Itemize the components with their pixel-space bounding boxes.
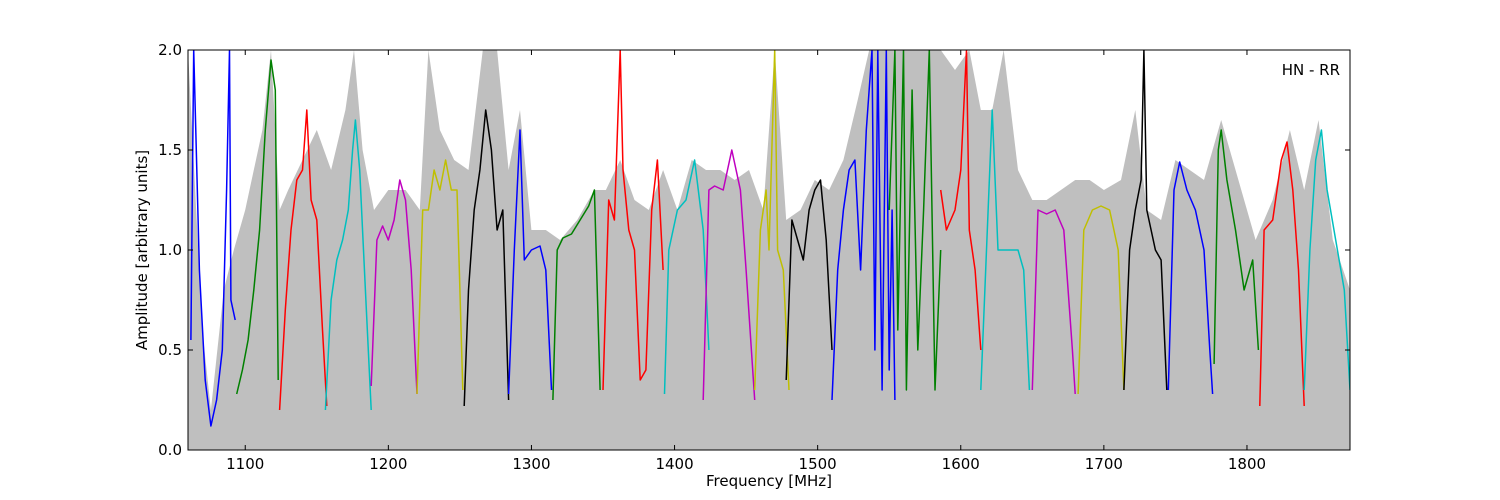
x-tick-label: 1500 [799,455,837,473]
series-line-14 [785,179,833,381]
series-line-15 [831,50,896,401]
series-line-2 [235,59,279,395]
series-line-23 [1213,129,1260,365]
x-tick-label: 1100 [226,455,264,473]
x-tick-label: 1800 [1228,455,1266,473]
series-line-22 [1167,161,1214,395]
series-line-11 [663,159,710,395]
series-line-10 [602,50,664,391]
y-axis-title: Amplitude [arbitrary units] [133,150,151,350]
y-tick-label: 0.5 [158,341,182,359]
series-line-21 [1123,50,1168,391]
y-tick-label: 1.0 [158,241,182,259]
series-line-13 [753,50,790,391]
x-tick-label: 1400 [655,455,693,473]
plot-area [188,50,1350,450]
series-line-24 [1259,141,1305,407]
series-line-16 [888,50,942,391]
x-tick-label: 1200 [369,455,407,473]
series-line-12 [702,149,756,401]
x-tick-label: 1300 [512,455,550,473]
series-line-8 [507,129,553,395]
y-tick-label: 0.0 [158,441,182,459]
series-line-18 [980,109,1031,391]
series-line-19 [1031,209,1076,395]
series-line-6 [416,159,464,395]
series-line-5 [370,179,418,395]
series-line-3 [278,109,328,411]
series-line-7 [463,109,510,407]
series-line-9 [552,189,601,401]
x-tick-label: 1700 [1085,455,1123,473]
series-line-25 [1303,129,1350,391]
axis-ticks: 1100 1200 1300 1400 1500 1600 1700 1800 0.0 0.5 1.… [158,41,1350,473]
series-line-17 [939,50,982,351]
series-line-4 [324,119,372,411]
annotation-label: HN - RR [1282,61,1340,79]
y-tick-label: 1.5 [158,141,182,159]
series-line-20 [1077,205,1125,395]
x-tick-label: 1600 [942,455,980,473]
y-tick-label: 2.0 [158,41,182,59]
series-line-1 [190,50,236,427]
x-axis-title: Frequency [MHz] [706,472,832,490]
